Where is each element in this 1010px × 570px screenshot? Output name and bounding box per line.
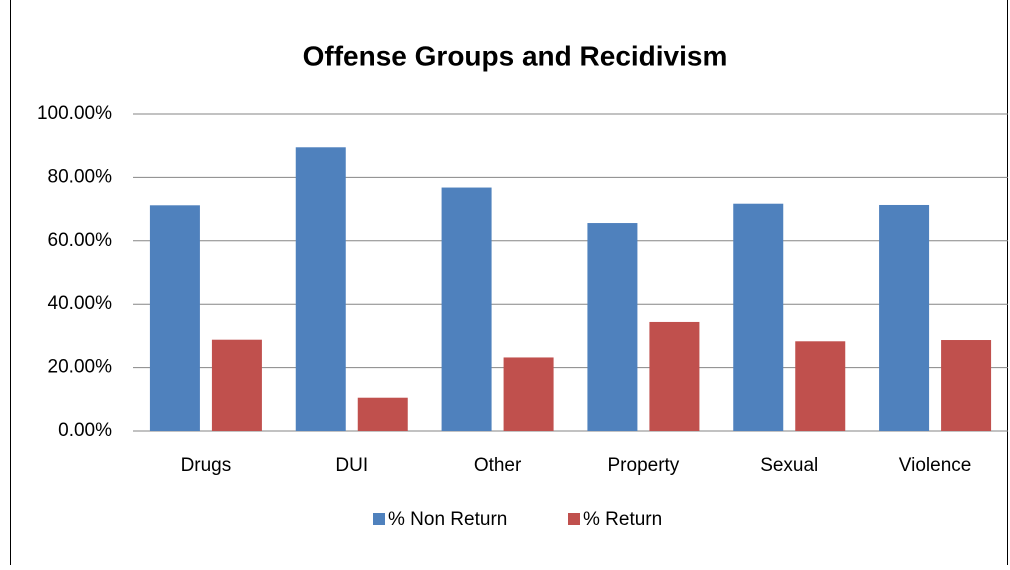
bar	[295, 147, 346, 431]
y-tick-label: 40.00%	[48, 293, 113, 314]
chart-title: Offense Groups and Recidivism	[303, 40, 728, 71]
bar	[211, 339, 262, 431]
x-tick-label: Sexual	[760, 455, 818, 476]
bar	[357, 397, 408, 431]
bar	[503, 357, 554, 431]
bar	[587, 223, 638, 431]
bar	[941, 340, 992, 431]
x-tick-label: Property	[608, 455, 680, 476]
legend-swatch	[568, 513, 580, 525]
bar	[441, 187, 492, 431]
legend-label: % Return	[583, 509, 662, 530]
y-tick-label: 20.00%	[48, 357, 113, 378]
x-tick-label: Other	[474, 455, 522, 476]
bar	[149, 205, 200, 431]
y-tick-label: 80.00%	[48, 166, 113, 187]
x-tick-label: Drugs	[181, 455, 232, 476]
y-tick-label: 100.00%	[37, 103, 112, 124]
legend-swatch	[373, 513, 385, 525]
y-tick-label: 0.00%	[58, 420, 112, 441]
bar	[795, 341, 846, 431]
bar	[649, 321, 700, 431]
x-tick-label: Violence	[899, 455, 972, 476]
bar	[733, 203, 784, 431]
x-tick-label: DUI	[335, 455, 368, 476]
legend-label: % Non Return	[388, 509, 507, 530]
bar	[879, 204, 930, 431]
y-tick-label: 60.00%	[48, 230, 113, 251]
